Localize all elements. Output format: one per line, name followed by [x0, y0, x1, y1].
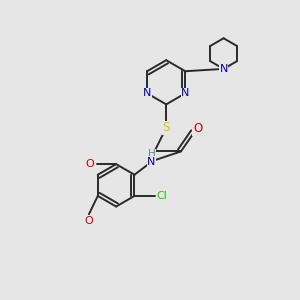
Text: N: N [181, 88, 190, 98]
Text: N: N [147, 157, 156, 167]
Text: Cl: Cl [156, 191, 167, 201]
Text: O: O [85, 159, 94, 169]
Text: N: N [219, 64, 228, 74]
Text: O: O [85, 216, 93, 226]
Text: N: N [143, 88, 151, 98]
Text: S: S [163, 122, 170, 134]
Text: O: O [193, 122, 202, 135]
Text: H: H [148, 149, 155, 159]
